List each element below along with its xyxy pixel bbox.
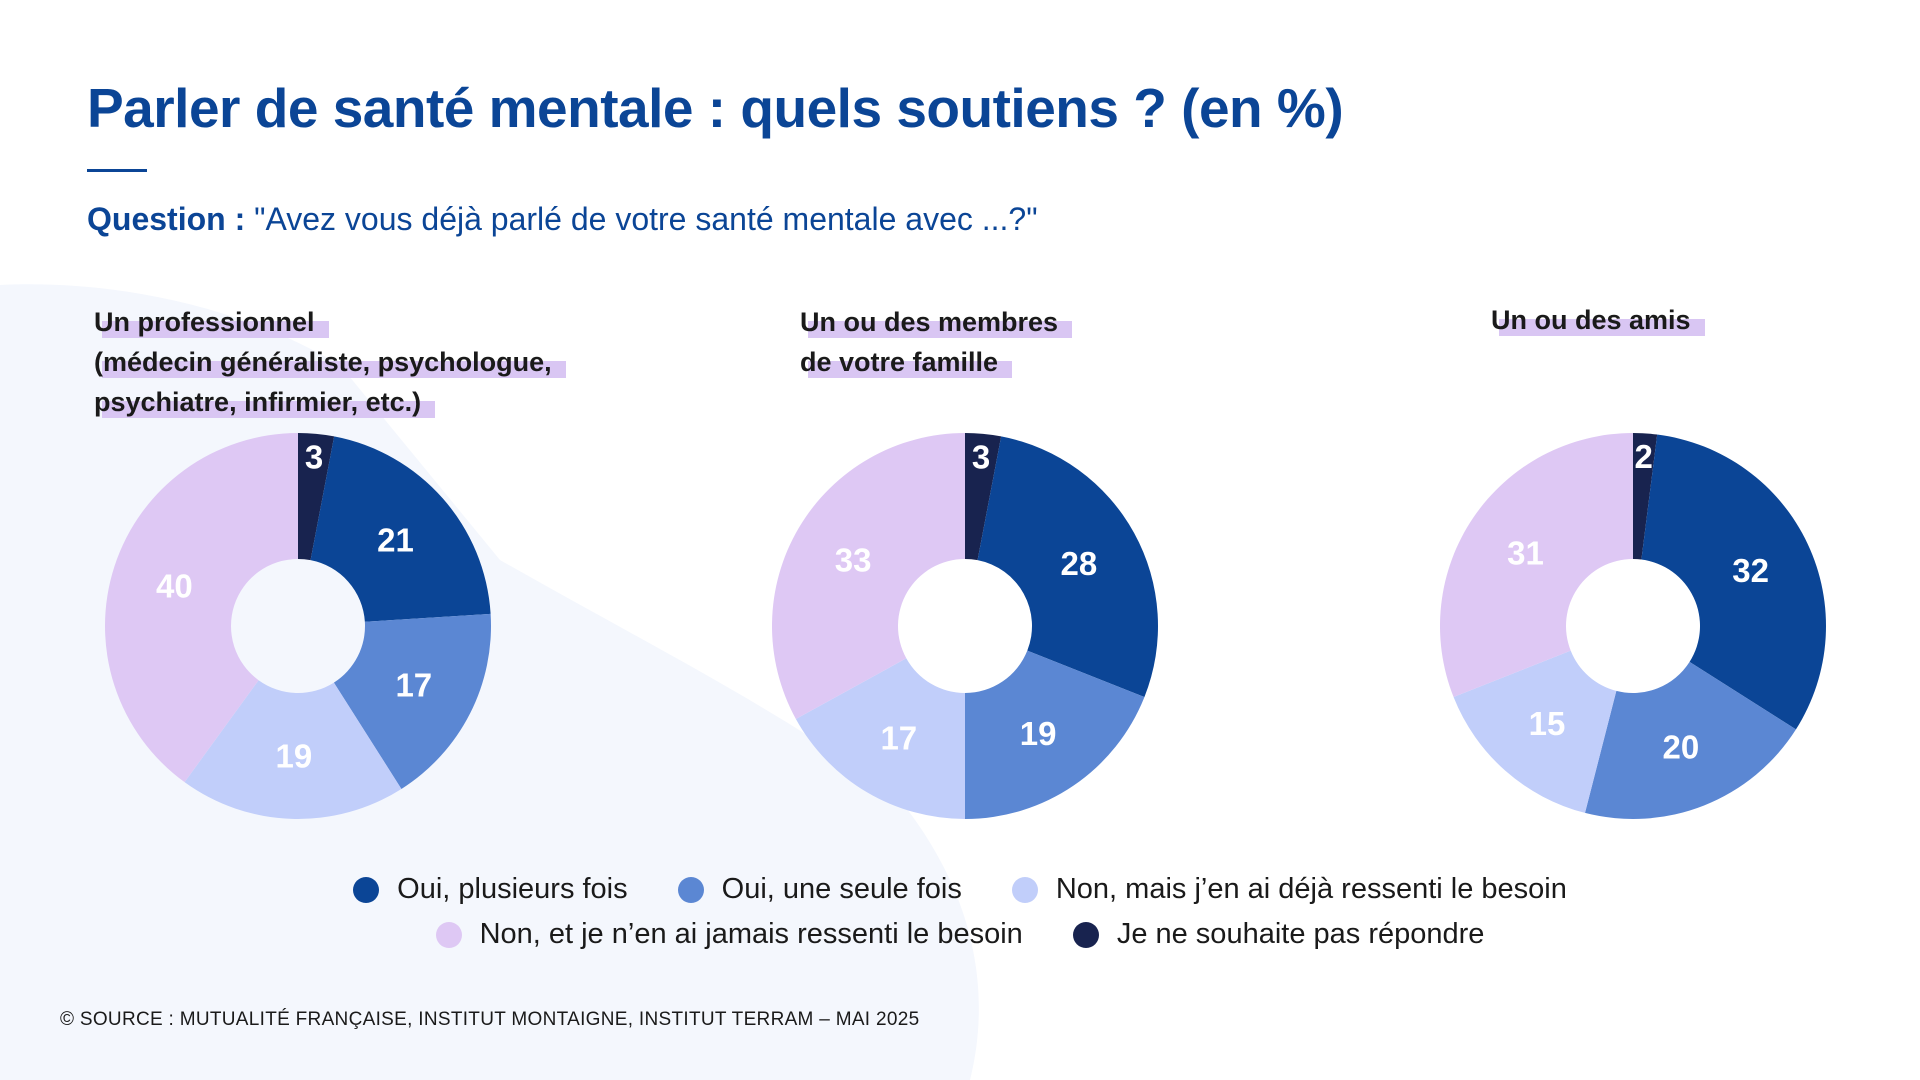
- data-label-non-besoin: 19: [276, 737, 313, 774]
- chart-title-line: Un ou des membres: [800, 302, 1073, 342]
- chart-title-famille: Un ou des membres de votre famille: [800, 302, 1073, 382]
- donut-chart-1: 3 21 17 19 40: [105, 433, 492, 819]
- data-label-nsp: 3: [305, 438, 323, 475]
- slice-oui-plusieurs: [1641, 434, 1826, 730]
- data-label-non-besoin: 17: [880, 719, 917, 756]
- chart-title-professionnel: Un professionnel (médecin généraliste, p…: [94, 302, 566, 422]
- legend-swatch: [677, 876, 704, 903]
- slice-nsp: [1633, 433, 1658, 560]
- chart-title-amis: Un ou des amis: [1491, 300, 1705, 340]
- legend-swatch: [435, 921, 462, 948]
- legend-label: Oui, plusieurs fois: [397, 873, 628, 905]
- data-label-non-jamais: 40: [156, 567, 193, 604]
- slice-nsp: [298, 433, 335, 561]
- legend-item-non-besoin: Non, mais j’en ai déjà ressenti le besoi…: [1011, 873, 1567, 906]
- chart-title-line: de votre famille: [800, 342, 1013, 382]
- donut-chart-3: 2 32 20 15 31: [1440, 433, 1826, 819]
- slice-non-besoin: [1453, 650, 1617, 813]
- source-note: © SOURCE : MUTUALITÉ FRANÇAISE, INSTITUT…: [60, 1009, 920, 1030]
- slice-non-besoin: [184, 680, 402, 819]
- slice-non-jamais: [1440, 433, 1633, 698]
- legend-row: Oui, plusieurs fois Oui, une seule fois …: [0, 873, 1920, 906]
- legend-label: Non, mais j’en ai déjà ressenti le besoi…: [1055, 873, 1567, 905]
- question-line: Question : "Avez vous déjà parlé de votr…: [87, 201, 1038, 238]
- data-label-non-jamais: 33: [835, 541, 872, 578]
- page-title: Parler de santé mentale : quels soutiens…: [87, 77, 1344, 139]
- legend-label: Non, et je n’en ai jamais ressenti le be…: [479, 918, 1023, 950]
- slice-oui-une: [965, 650, 1145, 819]
- slice-non-jamais: [105, 433, 298, 783]
- donut-chart-2: 3 28 19 17 33: [772, 433, 1158, 819]
- question-text: "Avez vous déjà parlé de votre santé men…: [254, 201, 1038, 237]
- legend-label: Oui, une seule fois: [721, 873, 962, 905]
- slice-nsp: [965, 433, 1002, 561]
- chart-title-line: (médecin généraliste, psychologue,: [94, 342, 566, 382]
- data-label-oui-plusieurs: 28: [1061, 545, 1098, 582]
- data-label-nsp: 2: [1635, 438, 1653, 475]
- chart-title-line: Un professionnel: [94, 302, 329, 342]
- slice-oui-une: [333, 613, 492, 789]
- slice-oui-plusieurs: [977, 436, 1158, 698]
- data-label-oui-une: 19: [1020, 715, 1057, 752]
- legend-item-oui-une: Oui, une seule fois: [677, 873, 962, 906]
- legend-label: Je ne souhaite pas répondre: [1116, 918, 1485, 950]
- data-label-non-jamais: 31: [1507, 534, 1544, 571]
- data-label-oui-une: 20: [1663, 728, 1700, 765]
- question-label: Question :: [87, 201, 246, 237]
- slice-non-besoin: [795, 658, 965, 819]
- data-label-oui-plusieurs: 32: [1732, 552, 1769, 589]
- legend-swatch: [1011, 876, 1038, 903]
- slice-oui-une: [1585, 661, 1796, 819]
- data-label-non-besoin: 15: [1529, 705, 1566, 742]
- slice-oui-plusieurs: [310, 436, 491, 622]
- slice-non-jamais: [772, 433, 965, 719]
- legend-item-oui-plusieurs: Oui, plusieurs fois: [353, 873, 628, 906]
- legend-swatch: [353, 876, 380, 903]
- legend-swatch: [1072, 921, 1099, 948]
- legend-row: Non, et je n’en ai jamais ressenti le be…: [0, 918, 1920, 951]
- data-label-oui-plusieurs: 21: [377, 522, 414, 559]
- data-label-oui-une: 17: [395, 667, 432, 704]
- chart-title-line: Un ou des amis: [1491, 300, 1705, 340]
- title-underline: [87, 169, 147, 172]
- legend-item-non-jamais: Non, et je n’en ai jamais ressenti le be…: [435, 918, 1023, 951]
- chart-title-line: psychiatre, infirmier, etc.): [94, 382, 436, 422]
- data-label-nsp: 3: [972, 438, 990, 475]
- legend-item-nsp: Je ne souhaite pas répondre: [1072, 918, 1485, 951]
